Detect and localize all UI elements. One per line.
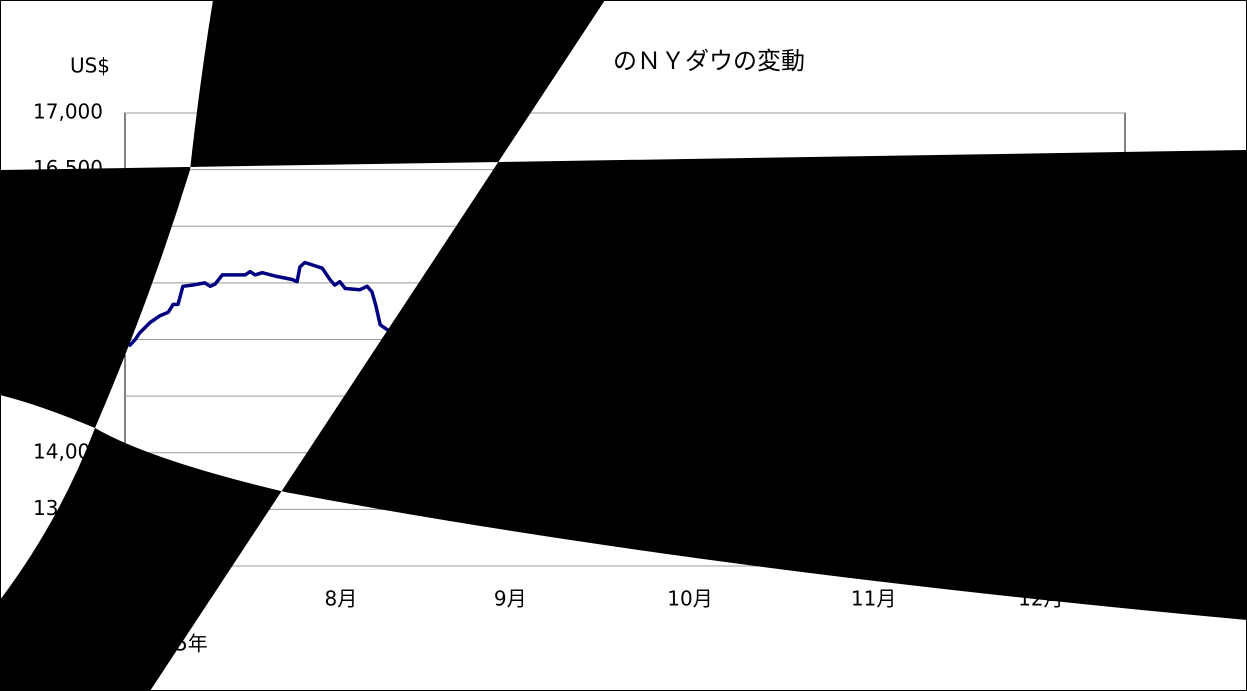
data-line xyxy=(123,260,396,347)
x-tick-label: 11月 xyxy=(851,587,896,611)
y-tick-label: 17,000 xyxy=(33,100,103,124)
chart-title: のＮＹダウの変動 xyxy=(613,47,805,75)
x-tick-label: 8月 xyxy=(324,587,357,611)
x-tick-label: 9月 xyxy=(494,587,527,611)
x-tick-label: 10月 xyxy=(667,587,712,611)
y-unit: US$ xyxy=(70,54,110,78)
